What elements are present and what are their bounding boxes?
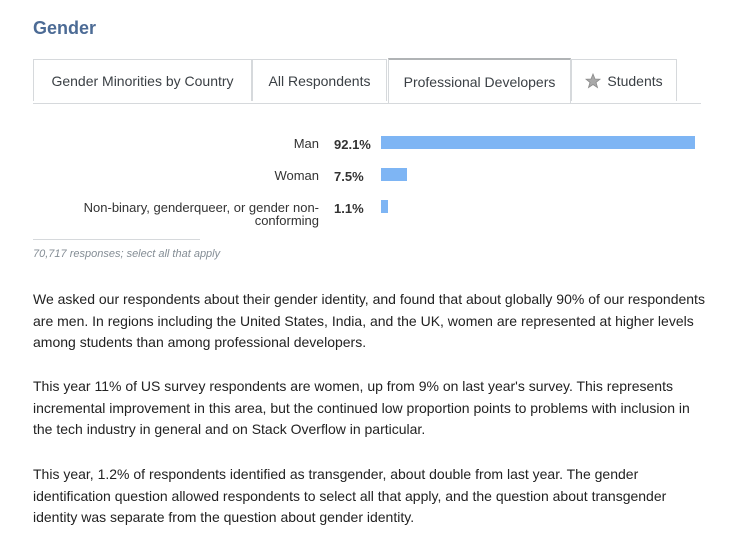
- paragraph-2: This year 11% of US survey respondents a…: [33, 378, 690, 437]
- value-label: 1.1%: [334, 201, 364, 216]
- tab-professional-developers[interactable]: Professional Developers: [388, 58, 571, 103]
- category-label-line: Non-binary, genderqueer, or gender non-: [83, 200, 319, 215]
- tab-students[interactable]: Students: [571, 59, 677, 101]
- category-label: Woman: [39, 169, 319, 182]
- value-label: 92.1%: [334, 137, 371, 152]
- bar: [381, 136, 695, 149]
- section-title: Gender: [33, 18, 97, 38]
- tab-label: Professional Developers: [403, 73, 556, 90]
- star-icon: [585, 72, 602, 88]
- value-label: 7.5%: [334, 169, 364, 184]
- bar: [381, 168, 407, 181]
- tab-gender-minorities-by-country[interactable]: Gender Minorities by Country: [33, 59, 252, 101]
- gender-bar-chart: Man 92.1% Woman 7.5% Non-binary, genderqueer…: [0, 0, 748, 240]
- tab-label: Gender Minorities by Country: [51, 72, 234, 89]
- category-label-line: conforming: [254, 213, 319, 228]
- category-label-line: Man: [293, 136, 319, 151]
- category-label: Non-binary, genderqueer, or gender non-c…: [39, 201, 319, 227]
- tab-all-respondents[interactable]: All Respondents: [252, 59, 387, 101]
- category-label-line: Woman: [274, 168, 319, 183]
- bar: [381, 200, 388, 213]
- divider: [33, 239, 200, 240]
- tab-bar: Gender Minorities by Country All Respond…: [33, 58, 701, 104]
- paragraph-1: We asked our respondents about their gen…: [33, 291, 705, 350]
- category-label: Man: [39, 137, 319, 150]
- tab-label: All Respondents: [268, 72, 371, 89]
- tab-label: Students: [607, 72, 663, 89]
- responses-note: 70,717 responses; select all that apply: [33, 248, 221, 260]
- paragraph-3: This year, 1.2% of respondents identifie…: [33, 466, 667, 525]
